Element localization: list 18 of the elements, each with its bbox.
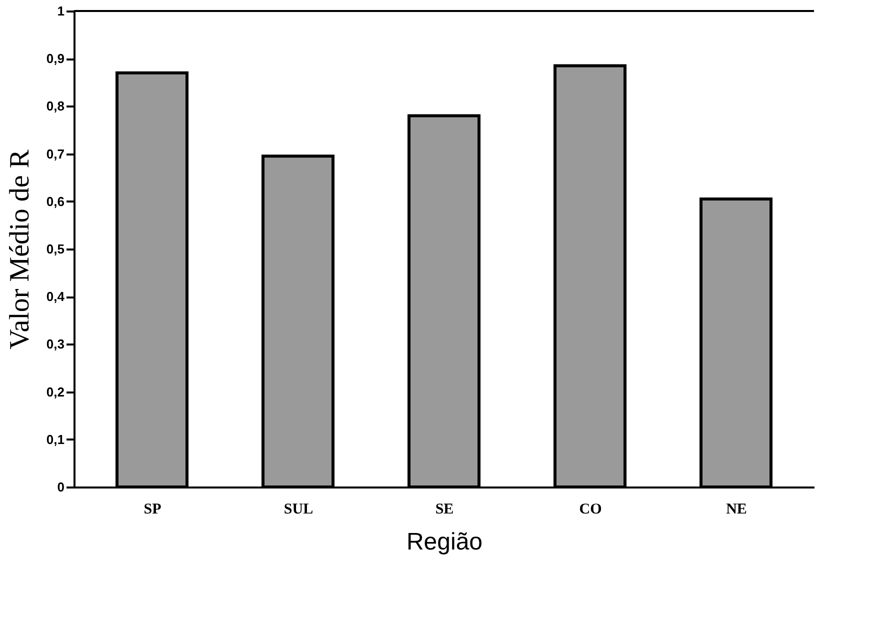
y-tick-label: 0,4 <box>46 289 66 304</box>
y-axis-title: Valor Médio de R <box>4 149 36 350</box>
y-tick-label: 0,9 <box>46 51 64 66</box>
y-tick-label: 0 <box>57 480 64 494</box>
x-tick-label: SUL <box>284 502 314 518</box>
y-tick-label: 0,7 <box>46 146 64 162</box>
y-tick-label: 0,8 <box>46 98 64 114</box>
x-tick-label: NE <box>726 502 747 518</box>
x-tick-label: SP <box>144 502 162 518</box>
y-tick-label: 0,3 <box>46 336 64 352</box>
y-tick-label: 0,2 <box>46 384 64 400</box>
y-tick-label: 0,5 <box>46 242 64 256</box>
y-tick-label: 1 <box>57 4 64 18</box>
y-tick-label: 0,1 <box>46 432 64 447</box>
x-tick-label: SE <box>435 502 454 518</box>
x-axis-title: Região <box>406 528 483 556</box>
y-tick-label: 0,6 <box>46 194 64 209</box>
x-tick-label: CO <box>579 502 602 518</box>
